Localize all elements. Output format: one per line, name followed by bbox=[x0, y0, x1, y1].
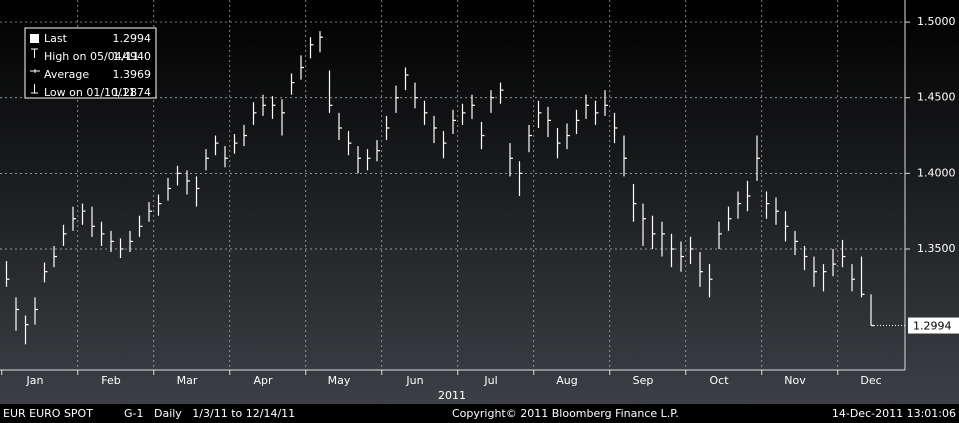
x-tick-label: Dec bbox=[860, 374, 881, 387]
background bbox=[0, 0, 959, 404]
legend-label: High on 05/04/11 bbox=[44, 50, 139, 63]
last-price-tag bbox=[908, 317, 959, 334]
legend-box bbox=[24, 27, 157, 99]
legend-label: Average bbox=[44, 68, 89, 81]
legend: Last 1.2994 High on 05/04/111.4940 Average 1… bbox=[44, 32, 151, 99]
security-name: EUR EURO SPOT bbox=[3, 407, 93, 420]
x-tick-label: Oct bbox=[709, 374, 729, 387]
y-tick-label: 1.3500 bbox=[917, 242, 956, 255]
legend-icon-low bbox=[31, 84, 38, 94]
legend-value: 1.4940 bbox=[113, 50, 152, 63]
x-tick-label: Jan bbox=[26, 374, 44, 387]
y-tick-label: 1.5000 bbox=[917, 15, 956, 28]
y-tick-label: 1.4500 bbox=[917, 91, 956, 104]
legend-icon-average bbox=[30, 69, 40, 73]
x-tick-label: Jul bbox=[483, 374, 497, 387]
x-tick-label: Sep bbox=[633, 374, 654, 387]
legend-icon-high bbox=[31, 48, 38, 58]
legend-label: Last bbox=[44, 32, 68, 45]
x-tick-label: Aug bbox=[556, 374, 577, 387]
x-tick-label: Apr bbox=[253, 374, 273, 387]
legend-value: 1.2874 bbox=[113, 86, 152, 99]
x-axis-label: 2011 bbox=[438, 389, 466, 402]
legend-value: 1.3969 bbox=[113, 68, 152, 81]
x-tick-label: May bbox=[328, 374, 351, 387]
legend-label: Low on 01/10/11 bbox=[44, 86, 136, 99]
chart-settings: G-1 Daily 1/3/11 to 12/14/11 bbox=[124, 407, 295, 420]
x-tick-label: Feb bbox=[101, 374, 120, 387]
x-tick-label: Mar bbox=[177, 374, 198, 387]
last-price-label: 1.2994 bbox=[913, 320, 952, 333]
footer-band bbox=[0, 404, 959, 423]
y-tick-label: 1.4000 bbox=[917, 166, 956, 179]
legend-value: 1.2994 bbox=[113, 32, 152, 45]
timestamp: 14-Dec-2011 13:01:06 bbox=[832, 407, 956, 420]
x-tick-label: Nov bbox=[784, 374, 806, 387]
copyright: Copyright© 2011 Bloomberg Finance L.P. bbox=[452, 407, 679, 420]
legend-icon-last bbox=[30, 34, 39, 43]
x-tick-label: Jun bbox=[405, 374, 423, 387]
